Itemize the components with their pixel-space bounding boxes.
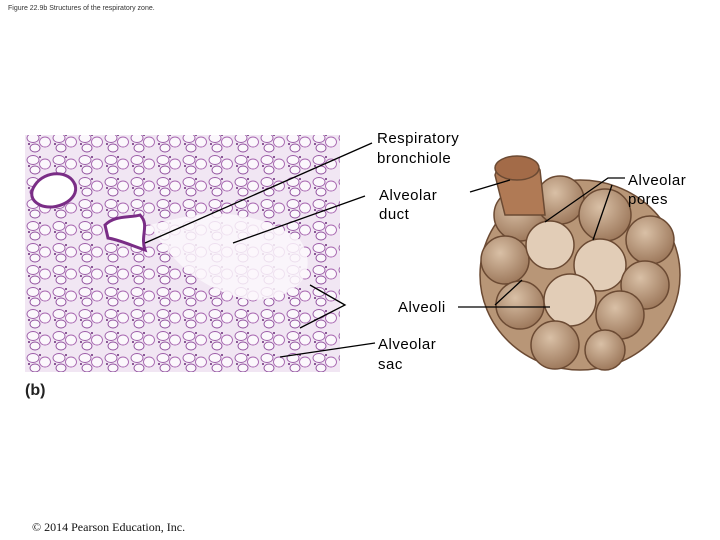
label-line: duct	[379, 206, 410, 223]
leader-lines	[144, 142, 625, 358]
panel-label: (b)	[25, 382, 45, 399]
label-line: Alveolar	[628, 172, 686, 189]
label-line: Respiratory	[377, 130, 459, 147]
slide-title: Figure 22.9b Structures of the respirato…	[8, 5, 155, 12]
label-line: sac	[378, 356, 403, 373]
label-line: Alveolar	[378, 336, 436, 353]
label-line: pores	[628, 191, 668, 208]
label-line: bronchiole	[377, 150, 451, 167]
label-line: Alveolar	[379, 187, 437, 204]
copyright: © 2014 Pearson Education, Inc.	[32, 520, 185, 534]
micrograph	[25, 135, 340, 372]
alveolar-sac-illustration	[479, 155, 681, 371]
label-line: Alveoli	[398, 299, 446, 316]
